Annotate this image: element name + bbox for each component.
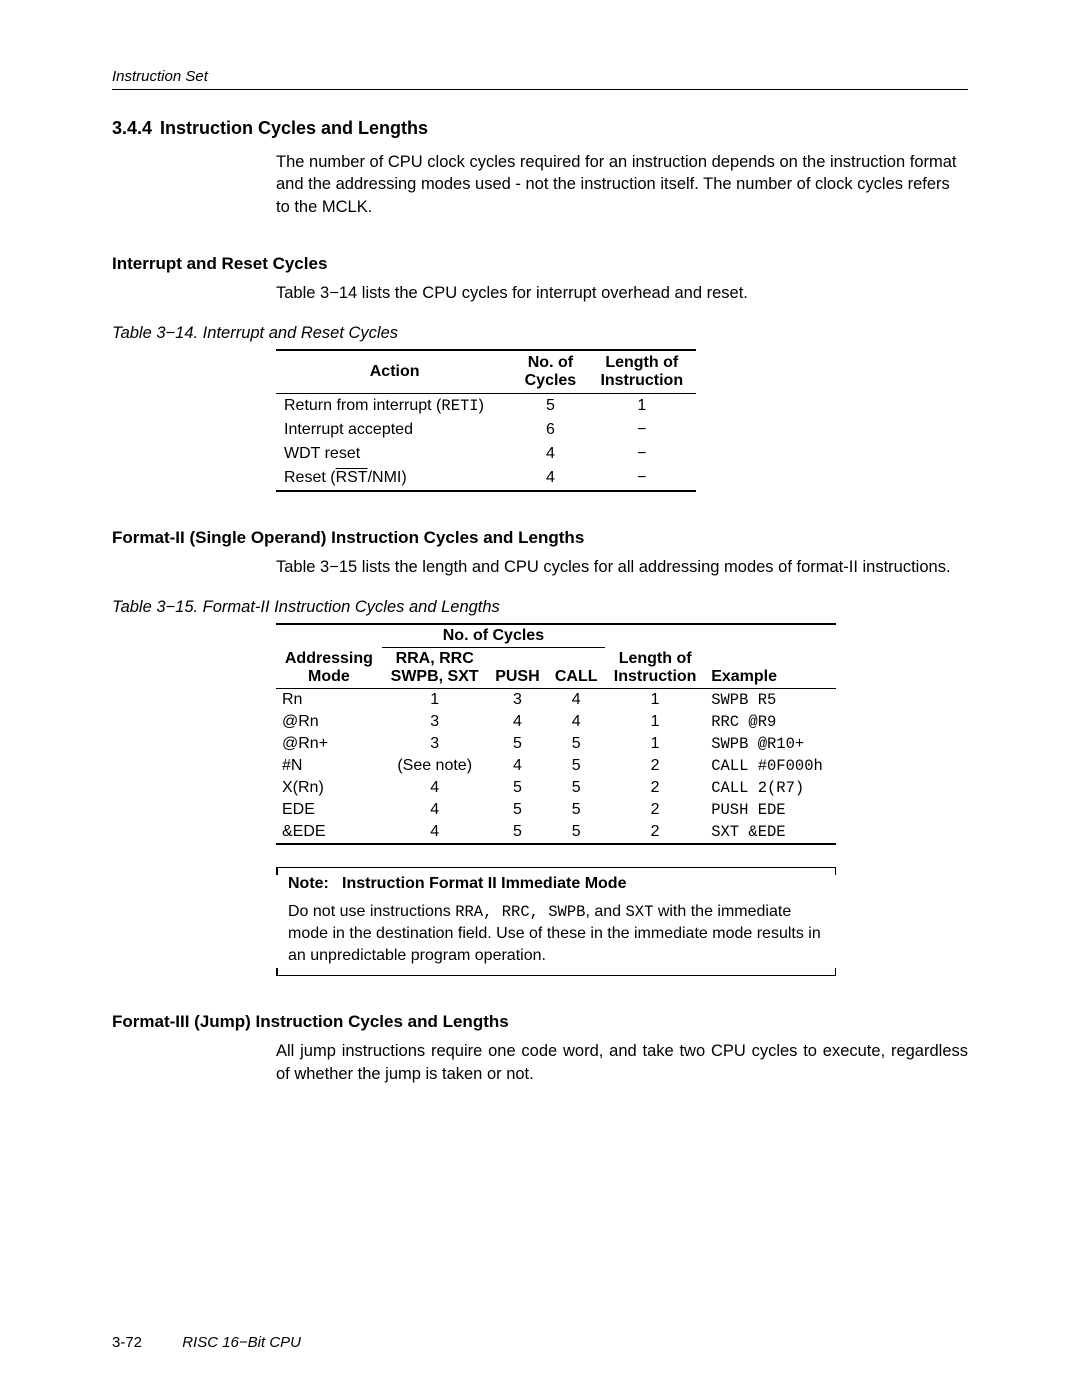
page: Instruction Set 3.4.4Instruction Cycles …: [0, 0, 1080, 1397]
th-mode: AddressingMode: [276, 648, 382, 689]
table-row: Reset (RST/NMI) 4 −: [276, 466, 696, 491]
sub2-heading: Format-II (Single Operand) Instruction C…: [112, 528, 968, 548]
th-push: PUSH: [488, 648, 548, 689]
section-number: 3.4.4: [112, 118, 160, 139]
intro-paragraph: The number of CPU clock cycles required …: [276, 151, 968, 218]
running-header: Instruction Set: [112, 68, 968, 90]
th-cycles: No. ofCycles: [513, 350, 587, 394]
th-call: CALL: [547, 648, 605, 689]
section-title: Instruction Cycles and Lengths: [160, 118, 428, 138]
table-row: Rn1341SWPB R5: [276, 689, 836, 712]
th-blank: [605, 624, 705, 648]
note-box: Note:Instruction Format II Immediate Mod…: [276, 867, 836, 976]
table-row: Return from interrupt (RETI) 5 1: [276, 394, 696, 419]
table-row: EDE4552PUSH EDE: [276, 799, 836, 821]
th-rra: RRA, RRCSWPB, SXT: [382, 648, 488, 689]
th-length: Length ofInstruction: [588, 350, 696, 394]
th-blank: [705, 624, 836, 648]
sub1-heading: Interrupt and Reset Cycles: [112, 254, 968, 274]
table1-caption: Table 3−14. Interrupt and Reset Cycles: [112, 324, 968, 343]
note-title: Note:Instruction Format II Immediate Mod…: [288, 875, 824, 893]
th-no-cycles: No. of Cycles: [382, 624, 605, 648]
table-row: @Rn3441RRC @R9: [276, 711, 836, 733]
section-heading: 3.4.4Instruction Cycles and Lengths: [112, 118, 968, 139]
th-len: Length ofInstruction: [605, 648, 705, 689]
table-row: @Rn+3551SWPB @R10+: [276, 733, 836, 755]
page-footer: 3-72 RISC 16−Bit CPU: [112, 1334, 301, 1351]
table2-caption: Table 3−15. Format-II Instruction Cycles…: [112, 598, 968, 617]
sub2-paragraph: Table 3−15 lists the length and CPU cycl…: [276, 556, 968, 578]
footer-title: RISC 16−Bit CPU: [182, 1334, 301, 1351]
th-blank: [276, 624, 382, 648]
table-row: X(Rn)4552CALL 2(R7): [276, 777, 836, 799]
table2-wrap: No. of Cycles AddressingMode RRA, RRCSWP…: [276, 623, 968, 845]
th-example: Example: [705, 648, 836, 689]
sub3-paragraph: All jump instructions require one code w…: [276, 1040, 968, 1085]
sub3-heading: Format-III (Jump) Instruction Cycles and…: [112, 1012, 968, 1032]
page-number: 3-72: [112, 1334, 142, 1351]
table-row: WDT reset 4 −: [276, 442, 696, 466]
th-action: Action: [276, 350, 513, 394]
note-body: Do not use instructions RRA, RRC, SWPB, …: [288, 901, 824, 966]
table-row: &EDE4552SXT &EDE: [276, 821, 836, 844]
table1-wrap: Action No. ofCycles Length ofInstruction…: [276, 349, 968, 492]
sub1-paragraph: Table 3−14 lists the CPU cycles for inte…: [276, 282, 968, 304]
table1: Action No. ofCycles Length ofInstruction…: [276, 349, 696, 492]
table-row: Interrupt accepted 6 −: [276, 418, 696, 442]
table2: No. of Cycles AddressingMode RRA, RRCSWP…: [276, 623, 836, 845]
table-row: #N(See note)452CALL #0F000h: [276, 755, 836, 777]
